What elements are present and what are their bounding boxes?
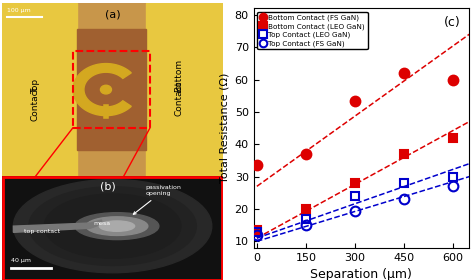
X-axis label: Separation (μm): Separation (μm) [310, 268, 412, 280]
Y-axis label: Total Resistance (Ω): Total Resistance (Ω) [219, 73, 229, 183]
Circle shape [100, 85, 111, 94]
Text: Bottom: Bottom [174, 59, 183, 92]
Text: (b): (b) [100, 182, 116, 192]
Polygon shape [2, 3, 77, 176]
Text: Top: Top [31, 79, 40, 94]
Text: Contact: Contact [31, 86, 40, 121]
Polygon shape [2, 176, 223, 280]
Text: (a): (a) [105, 10, 120, 20]
Text: top contact: top contact [24, 229, 60, 234]
Circle shape [29, 187, 196, 265]
Text: Contact: Contact [174, 81, 183, 116]
Polygon shape [73, 64, 131, 116]
Text: mesa: mesa [93, 221, 110, 226]
Polygon shape [146, 3, 223, 176]
Polygon shape [2, 3, 223, 176]
Bar [73, 52, 150, 128]
Text: 40 μm: 40 μm [11, 258, 31, 263]
Text: (c): (c) [444, 16, 461, 29]
Ellipse shape [100, 221, 135, 231]
Text: passivation
opening: passivation opening [133, 185, 182, 214]
Ellipse shape [86, 217, 148, 235]
Polygon shape [77, 29, 146, 150]
Text: 100 μm: 100 μm [7, 8, 30, 13]
Circle shape [44, 194, 181, 258]
Ellipse shape [75, 213, 159, 240]
Polygon shape [13, 220, 101, 232]
Legend: Bottom Contact (FS GaN), Bottom Contact (LEO GaN), Top Contact (LEO GaN), Top Co: Bottom Contact (FS GaN), Bottom Contact … [257, 12, 367, 50]
Circle shape [13, 179, 212, 273]
